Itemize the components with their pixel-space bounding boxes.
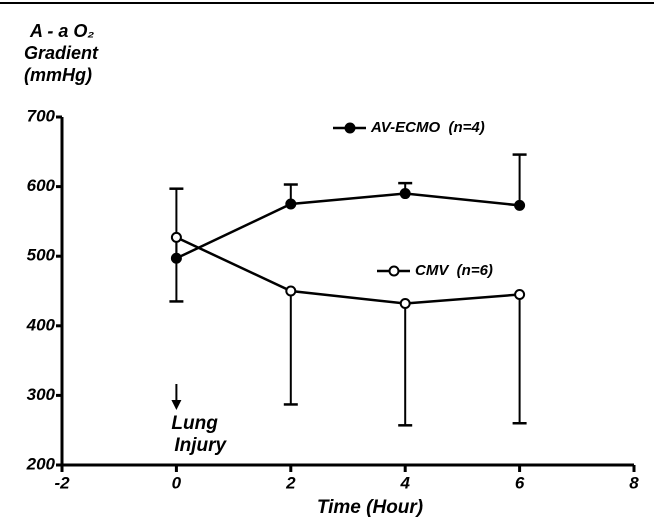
data-point: [285, 285, 297, 297]
series-line: [175, 192, 520, 260]
y-tick-label: 400: [26, 315, 56, 334]
data-point: [514, 199, 526, 211]
legend-label: AV-ECMO (n=4): [370, 119, 485, 136]
y-tick-label: 200: [26, 454, 56, 473]
annotation-arrowhead: [171, 400, 182, 410]
data-point: [285, 198, 297, 210]
data-point: [170, 231, 182, 243]
y-tick-label: 700: [27, 106, 56, 125]
data-point: [399, 298, 411, 310]
x-tick-label: -2: [54, 473, 70, 492]
annotation: Injury: [174, 435, 227, 456]
data-point: [399, 188, 411, 200]
y-tick-label: 500: [27, 246, 56, 265]
x-tick-label: 6: [515, 473, 525, 492]
x-tick-label: 0: [172, 473, 182, 492]
legend-label: CMV (n=6): [415, 262, 493, 279]
x-axis-label: Time (Hour): [317, 497, 423, 518]
x-tick-label: 4: [399, 473, 410, 492]
y-axis-label: (mmHg): [24, 65, 92, 85]
y-axis-label: A - a O₂: [29, 21, 94, 41]
y-tick-label: 300: [27, 385, 56, 404]
x-tick-label: 8: [629, 473, 639, 492]
legend-marker: [388, 265, 400, 277]
y-tick-label: 600: [27, 176, 56, 195]
annotation: Lung: [171, 413, 218, 434]
x-tick-label: 2: [285, 473, 296, 492]
legend-marker: [344, 122, 356, 134]
y-axis-label: Gradient: [24, 43, 99, 63]
series-line: [175, 236, 520, 305]
data-point: [514, 288, 526, 300]
